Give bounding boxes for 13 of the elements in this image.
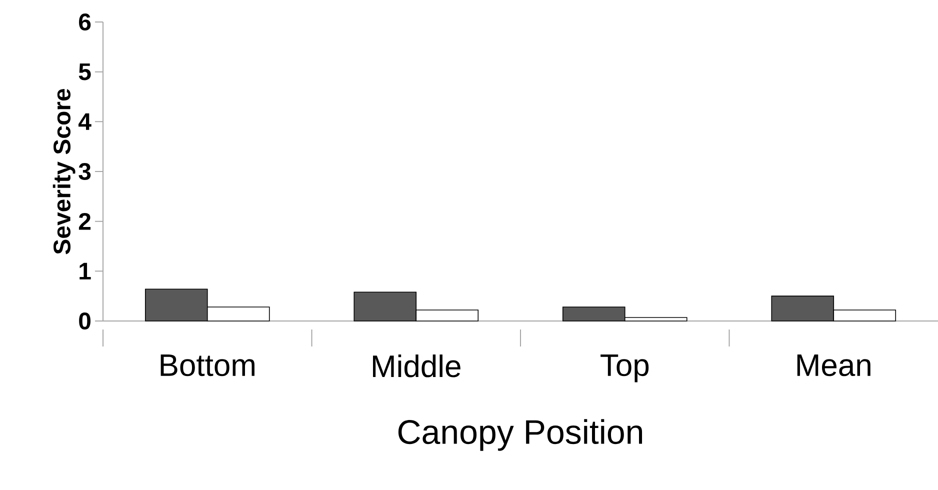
y-tick-label: 1 <box>80 262 91 280</box>
x-tick-label: Top <box>600 354 649 382</box>
y-axis-title: Severity Score <box>52 88 76 254</box>
x-tick-label: Middle <box>373 354 460 378</box>
y-tick-label: 4 <box>78 113 92 130</box>
y-tick-label: 3 <box>78 162 91 180</box>
x-tick-label: Mean <box>797 354 870 376</box>
x-tick-label: Bottom <box>160 354 254 376</box>
x-axis-title: Canopy Position <box>398 419 642 451</box>
y-tick-label: 2 <box>78 212 91 230</box>
y-tick-label: 6 <box>79 14 91 30</box>
y-tick-label: 0 <box>79 312 90 330</box>
y-tick-label: 5 <box>78 63 91 80</box>
